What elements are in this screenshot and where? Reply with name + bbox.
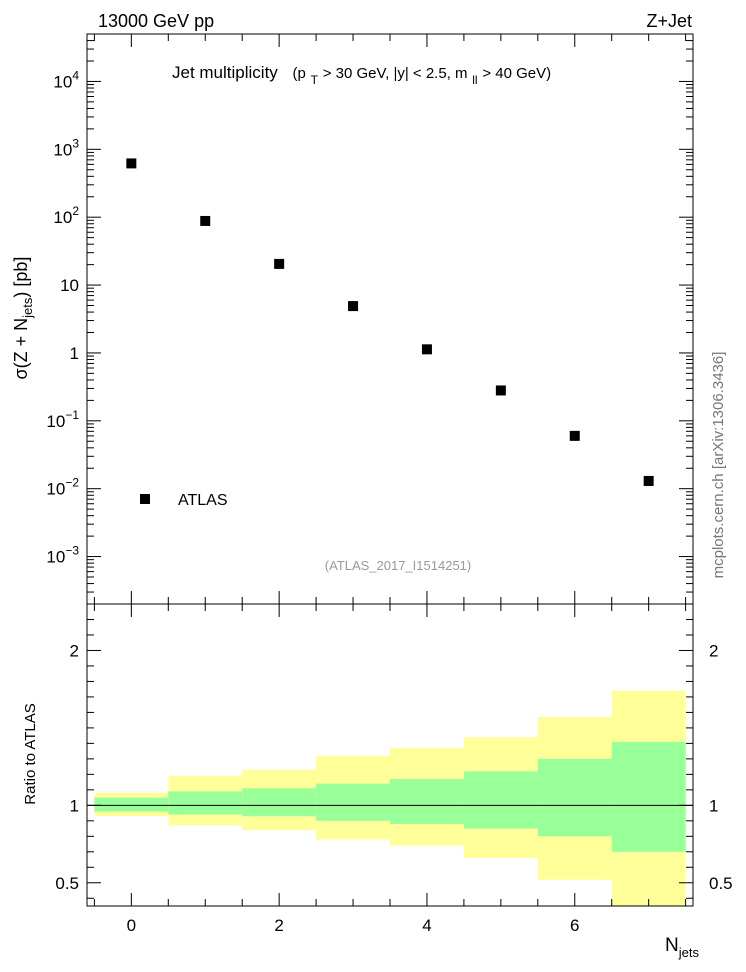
y-tick-base: 10 bbox=[60, 276, 79, 295]
watermark: mcplots.cern.ch [arXiv:1306.3436] bbox=[710, 352, 727, 579]
plot-title-line: Jet multiplicity (p T > 30 GeV, |y| < 2.… bbox=[172, 63, 551, 88]
x-axis-label: Njets bbox=[665, 935, 699, 960]
main-y-tick-label: 10−1 bbox=[46, 408, 79, 431]
y-tick-base: 10 bbox=[53, 140, 72, 159]
main-y-tick-label: 104 bbox=[53, 68, 79, 91]
process-label: Z+Jet bbox=[646, 11, 692, 31]
y-tick-exponent: 2 bbox=[72, 204, 79, 218]
x-tick-label: 2 bbox=[274, 916, 283, 935]
ratio-uncertainty-bands bbox=[94, 690, 686, 906]
y-tick-base: 10 bbox=[53, 208, 72, 227]
data-point bbox=[495, 385, 506, 396]
ratio-y-tick-label: 2 bbox=[70, 641, 79, 660]
cuts-pt-subscript: T bbox=[311, 73, 319, 87]
data-point bbox=[348, 301, 359, 312]
y-tick-base: 1 bbox=[70, 344, 79, 363]
data-point bbox=[421, 344, 432, 355]
y-tick-exponent: 4 bbox=[72, 68, 79, 82]
ylabel-main: σ(Z + N bbox=[11, 318, 31, 380]
ylabel-sub: jets bbox=[20, 297, 35, 319]
ratio-inner-band bbox=[242, 788, 317, 817]
cuts-close: > 40 GeV) bbox=[482, 65, 551, 82]
ratio-inner-band bbox=[94, 797, 169, 812]
xlabel-main: N bbox=[665, 935, 679, 956]
y-tick-base: 10 bbox=[46, 480, 65, 499]
ratio-plot: 0 2 4 6 0.5 0.5 1 1 2 2 Ratio to ATLAS Njets bbox=[22, 603, 733, 960]
ratio-y-tick-label-right: 0.5 bbox=[709, 874, 733, 893]
cuts-open: (p bbox=[293, 65, 306, 82]
y-tick-base: 10 bbox=[46, 412, 65, 431]
legend: ATLAS bbox=[140, 492, 228, 509]
main-x-axis-ticks bbox=[93, 34, 687, 604]
main-y-tick-label: 10−3 bbox=[46, 544, 79, 567]
y-tick-base: 10 bbox=[53, 72, 72, 91]
main-y-axis-label: σ(Z + Njets) [pb] bbox=[11, 257, 35, 380]
main-y-tick-label: 103 bbox=[53, 136, 79, 159]
y-tick-base: 10 bbox=[46, 548, 65, 567]
ratio-inner-band bbox=[463, 771, 538, 829]
y-tick-exponent: 3 bbox=[72, 136, 79, 150]
ratio-y-tick-label: 1 bbox=[70, 796, 79, 815]
x-tick-label: 0 bbox=[127, 916, 136, 935]
analysis-id: (ATLAS_2017_I1514251) bbox=[325, 558, 471, 573]
data-point bbox=[569, 430, 580, 441]
main-y-tick-label: 102 bbox=[53, 204, 79, 227]
y-tick-exponent: −1 bbox=[65, 408, 79, 422]
ratio-y-axis-ticks: 0.5 0.5 1 1 2 2 bbox=[55, 618, 733, 899]
y-tick-exponent: −3 bbox=[65, 544, 79, 558]
ratio-inner-band bbox=[316, 783, 390, 821]
ratio-inner-band bbox=[537, 758, 612, 837]
xlabel-sub: jets bbox=[678, 945, 700, 960]
data-point bbox=[643, 475, 654, 486]
legend-label-atlas: ATLAS bbox=[178, 492, 228, 509]
data-point bbox=[274, 258, 285, 269]
legend-marker-atlas bbox=[140, 494, 150, 504]
ratio-inner-band bbox=[390, 779, 464, 824]
energy-label: 13000 GeV pp bbox=[98, 11, 214, 31]
main-y-tick-label: 1 bbox=[70, 344, 79, 363]
x-tick-label: 6 bbox=[570, 916, 579, 935]
ylabel-tail: ) [pb] bbox=[11, 257, 31, 298]
cuts-mll-subscript: ll bbox=[472, 73, 477, 87]
ratio-inner-band bbox=[168, 791, 243, 815]
main-plot-frame bbox=[86, 33, 694, 605]
ratio-y-tick-label-right: 2 bbox=[709, 641, 718, 660]
ratio-y-tick-label-right: 1 bbox=[709, 796, 718, 815]
data-point bbox=[200, 215, 211, 226]
cuts-mid: > 30 GeV, |y| < 2.5, m bbox=[323, 65, 468, 82]
y-tick-exponent: −2 bbox=[65, 476, 79, 490]
ratio-inner-band bbox=[611, 741, 686, 852]
ratio-y-tick-label: 0.5 bbox=[55, 874, 79, 893]
main-y-tick-label: 10−2 bbox=[46, 476, 79, 499]
plot-title: Jet multiplicity bbox=[172, 63, 278, 82]
data-point bbox=[126, 158, 137, 169]
ratio-y-axis-label: Ratio to ATLAS bbox=[22, 703, 39, 804]
atlas-data-markers bbox=[126, 158, 654, 486]
x-tick-label: 4 bbox=[422, 916, 431, 935]
main-y-tick-label: 10 bbox=[60, 276, 79, 295]
ratio-x-axis-ticks: 0 2 4 6 bbox=[93, 604, 687, 935]
